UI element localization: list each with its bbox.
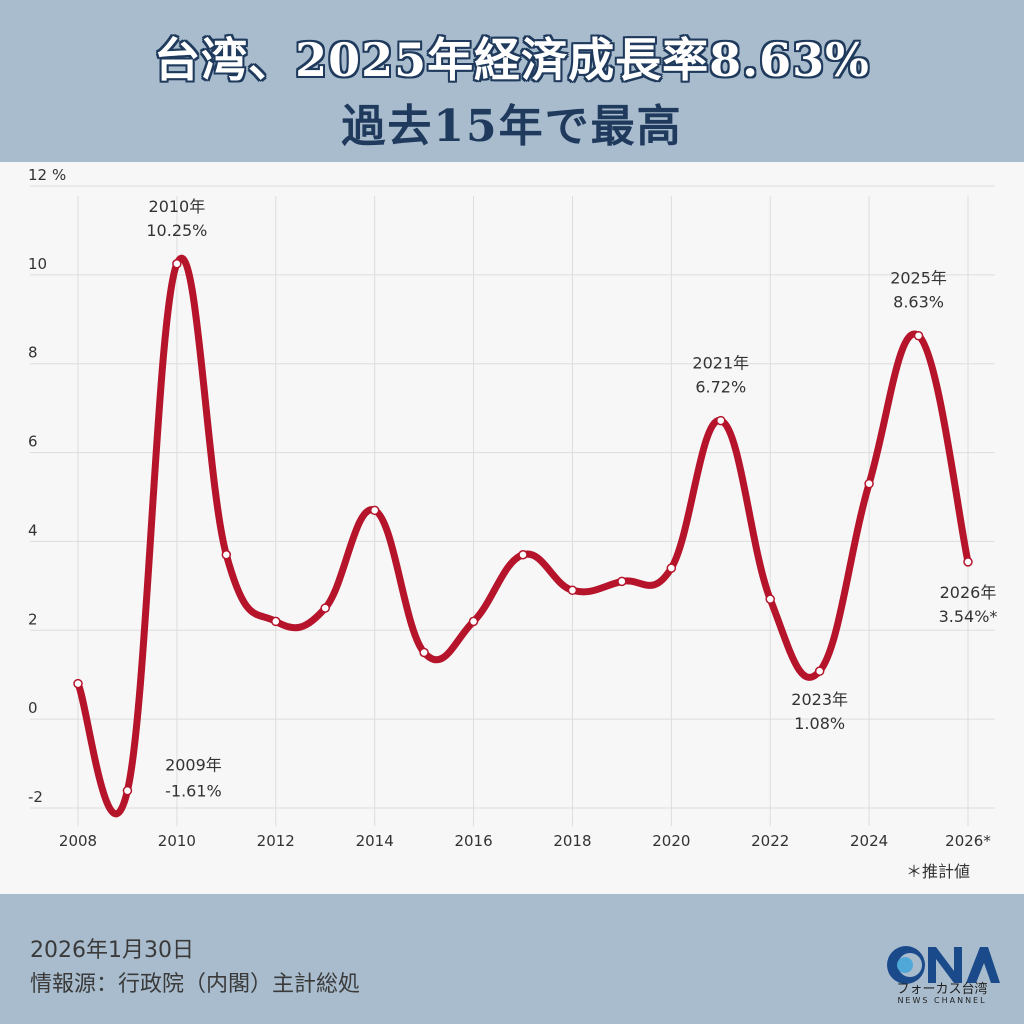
estimate-note: ＊推計値 [906,862,971,881]
data-point [221,550,232,560]
header-banner [0,0,1024,162]
data-point [567,585,578,596]
annotation-year: 2010年 [149,197,206,216]
data-point [864,478,874,489]
data-point [419,647,429,658]
data-point [913,330,924,341]
data-point [765,594,775,604]
chart-subtitle: 過去15年で最高 [341,101,683,152]
logo-label-jp: フォーカス台湾 [896,982,988,997]
y-tick-label: 4 [28,521,38,539]
data-point [73,678,83,689]
annotation-year: 2026年 [940,583,997,602]
x-tick-label: 2020 [652,832,690,850]
data-point [271,616,281,627]
logo-label-en: NEWS CHANNEL [897,996,987,1005]
y-unit-label: % [52,166,66,184]
annotation-value: 3.54%* [939,607,998,626]
data-point [617,576,627,587]
x-tick-label: 2022 [751,832,789,850]
data-point [716,415,726,426]
annotation-value: -1.61% [165,782,222,801]
x-tick-label: 2010 [158,832,196,850]
y-tick-label: 10 [28,255,47,273]
data-point [963,557,973,567]
annotation-value: 1.08% [794,714,845,733]
x-tick-label: 2018 [553,832,591,850]
publish-date: 2026年1月30日 [30,938,194,963]
annotation-value: 10.25% [146,221,207,240]
chart-title: 台湾、2025年経済成長率8.63% [154,33,870,87]
annotation-year: 2025年 [890,269,947,288]
x-tick-label: 2016 [454,832,492,850]
cna-logo-icon [887,946,1000,984]
data-point [468,616,479,627]
y-tick-label: 2 [28,610,38,628]
y-tick-label: 12 [28,166,47,184]
annotation-value: 8.63% [893,293,944,312]
data-point [666,563,677,573]
data-point [814,666,825,676]
y-tick-label: -2 [28,788,43,806]
data-point [369,505,380,516]
x-tick-label: 2024 [850,832,888,850]
y-tick-label: 0 [28,699,38,717]
annotation-year: 2023年 [791,690,848,709]
x-tick-label: 2008 [59,832,97,850]
line-chart: -2 0 2 4 6 8 10 12 % 2008 2010 2012 2014 2016 2018 2020… [28,166,998,850]
data-point [320,603,330,613]
x-tick-label: 2026* [945,832,991,850]
x-tick-label: 2012 [257,832,295,850]
data-point [122,785,133,796]
x-tick-label: 2014 [356,832,394,850]
y-tick-label: 8 [28,344,38,362]
annotation-value: 6.72% [695,378,746,397]
annotation-year: 2021年 [692,354,749,373]
y-tick-label: 6 [28,433,38,451]
data-source: 情報源：行政院（内閣）主計総処 [30,972,361,997]
annotation-year: 2009年 [165,756,222,775]
footer-bar [0,894,1024,1024]
data-point [172,259,182,269]
data-point [518,550,528,560]
